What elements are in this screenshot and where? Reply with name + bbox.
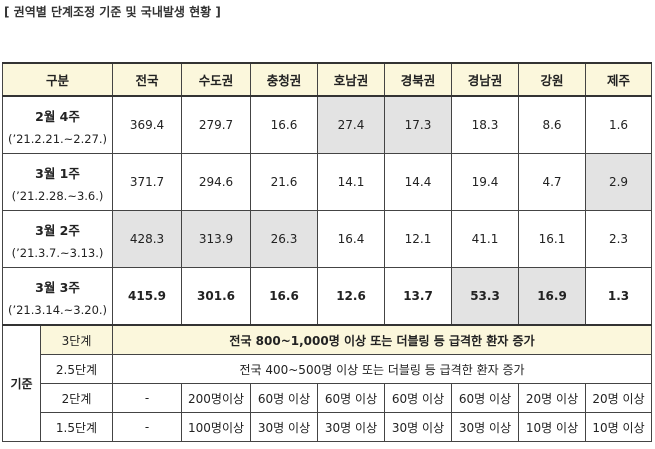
week-value: 2.3 — [585, 210, 653, 268]
status-table: 구분 전국 수도권 충청권 호남권 경북권 경남권 강원 제주 2월 4주 (’… — [1, 62, 653, 442]
week-value: 21.6 — [250, 153, 319, 211]
stage-value: - — [112, 383, 183, 413]
week-label: 3월 2주 (’21.3.7.~3.13.) — [1, 210, 114, 268]
week-value: 16.6 — [250, 95, 319, 154]
stage-value: 30명 이상 — [384, 412, 453, 442]
stage-criteria: 전국 800~1,000명 이상 또는 더블링 등 급격한 환자 증가 — [112, 324, 653, 355]
week-range: (’21.3.14.~3.20.) — [7, 303, 108, 317]
week-range: (’21.3.7.~3.13.) — [11, 246, 104, 260]
week-value: 369.4 — [112, 95, 183, 154]
week-value: 16.6 — [250, 267, 319, 326]
week-title: 3월 3주 — [35, 280, 80, 295]
stage-value: 60명 이상 — [317, 383, 386, 413]
week-value: 53.3 — [451, 267, 520, 326]
stage-value: 30명 이상 — [317, 412, 386, 442]
stage-label: 3단계 — [39, 324, 114, 355]
week-label: 3월 1주 (’21.2.28.~3.6.) — [1, 153, 114, 211]
week-value: 1.6 — [585, 95, 653, 154]
criteria-row: 2단계 - 200명이상 60명 이상 60명 이상 60명 이상 60명 이상… — [3, 383, 653, 413]
header-region: 강원 — [518, 62, 587, 97]
week-title: 3월 1주 — [35, 166, 80, 181]
header-region: 호남권 — [317, 62, 386, 97]
header-region: 수도권 — [181, 62, 252, 97]
week-value: 8.6 — [518, 95, 587, 154]
header-label: 구분 — [1, 62, 114, 97]
header-region: 전국 — [112, 62, 183, 97]
criteria-row: 2.5단계 전국 400~500명 이상 또는 더블링 등 급격한 환자 증가 — [3, 354, 653, 384]
stage-value: 200명이상 — [181, 383, 252, 413]
week-value: 371.7 — [112, 153, 183, 211]
week-value: 19.4 — [451, 153, 520, 211]
header-region: 제주 — [585, 62, 653, 97]
week-value: 294.6 — [181, 153, 252, 211]
stage-criteria: 전국 400~500명 이상 또는 더블링 등 급격한 환자 증가 — [112, 354, 653, 384]
week-value: 41.1 — [451, 210, 520, 268]
criteria-row: 기준 3단계 전국 800~1,000명 이상 또는 더블링 등 급격한 환자 … — [2, 324, 653, 442]
stage-value: 60명 이상 — [250, 383, 319, 413]
stage-label: 2.5단계 — [39, 354, 114, 384]
header-region: 충청권 — [250, 62, 319, 97]
week-label: 2월 4주 (’21.2.21.~2.27.) — [1, 95, 114, 154]
week-value: 415.9 — [112, 267, 183, 326]
week-value: 279.7 — [181, 95, 252, 154]
stage-value: 60명 이상 — [451, 383, 520, 413]
criteria-row: 1.5단계 - 100명이상 30명 이상 30명 이상 30명 이상 30명 … — [3, 412, 653, 442]
week-row: 3월 2주 (’21.3.7.~3.13.) 428.3 313.9 26.3 … — [1, 210, 653, 268]
week-value: 17.3 — [384, 95, 453, 154]
stage-value: 100명이상 — [181, 412, 252, 442]
week-range: (’21.2.21.~2.27.) — [7, 132, 108, 146]
week-value: 14.1 — [317, 153, 386, 211]
stage-value: 10명 이상 — [585, 412, 653, 442]
header-row: 구분 전국 수도권 충청권 호남권 경북권 경남권 강원 제주 — [1, 62, 653, 97]
criteria-label: 기준 — [2, 324, 41, 442]
week-value: 14.4 — [384, 153, 453, 211]
stage-value: 10명 이상 — [518, 412, 587, 442]
stage-label: 1.5단계 — [39, 412, 114, 442]
week-label: 3월 3주 (’21.3.14.~3.20.) — [1, 267, 114, 326]
week-value: 26.3 — [250, 210, 319, 268]
week-value: 12.6 — [317, 267, 386, 326]
week-title: 3월 2주 — [35, 223, 80, 238]
week-row: 2월 4주 (’21.2.21.~2.27.) 369.4 279.7 16.6… — [1, 95, 653, 154]
week-value: 16.1 — [518, 210, 587, 268]
header-region: 경남권 — [451, 62, 520, 97]
week-value: 313.9 — [181, 210, 252, 268]
stage-value: 60명 이상 — [384, 383, 453, 413]
week-range: (’21.2.28.~3.6.) — [11, 189, 104, 203]
week-value: 2.9 — [585, 153, 653, 211]
week-value: 428.3 — [112, 210, 183, 268]
stage-value: 30명 이상 — [451, 412, 520, 442]
week-value: 301.6 — [181, 267, 252, 326]
week-value: 12.1 — [384, 210, 453, 268]
week-title: 2월 4주 — [35, 109, 80, 124]
stage-value: 20명 이상 — [585, 383, 653, 413]
stage-label: 2단계 — [39, 383, 114, 413]
stage-value: 30명 이상 — [250, 412, 319, 442]
stage-value: 20명 이상 — [518, 383, 587, 413]
week-value: 18.3 — [451, 95, 520, 154]
table-caption: [ 권역별 단계조정 기준 및 국내발생 현황 ] — [4, 5, 221, 19]
week-row: 3월 1주 (’21.2.28.~3.6.) 371.7 294.6 21.6 … — [1, 153, 653, 211]
week-value: 16.4 — [317, 210, 386, 268]
week-value: 27.4 — [317, 95, 386, 154]
header-region: 경북권 — [384, 62, 453, 97]
stage-value: - — [112, 412, 183, 442]
week-value: 1.3 — [585, 267, 653, 326]
week-value: 4.7 — [518, 153, 587, 211]
week-row: 3월 3주 (’21.3.14.~3.20.) 415.9 301.6 16.6… — [1, 267, 653, 326]
week-value: 13.7 — [384, 267, 453, 326]
week-value: 16.9 — [518, 267, 587, 326]
